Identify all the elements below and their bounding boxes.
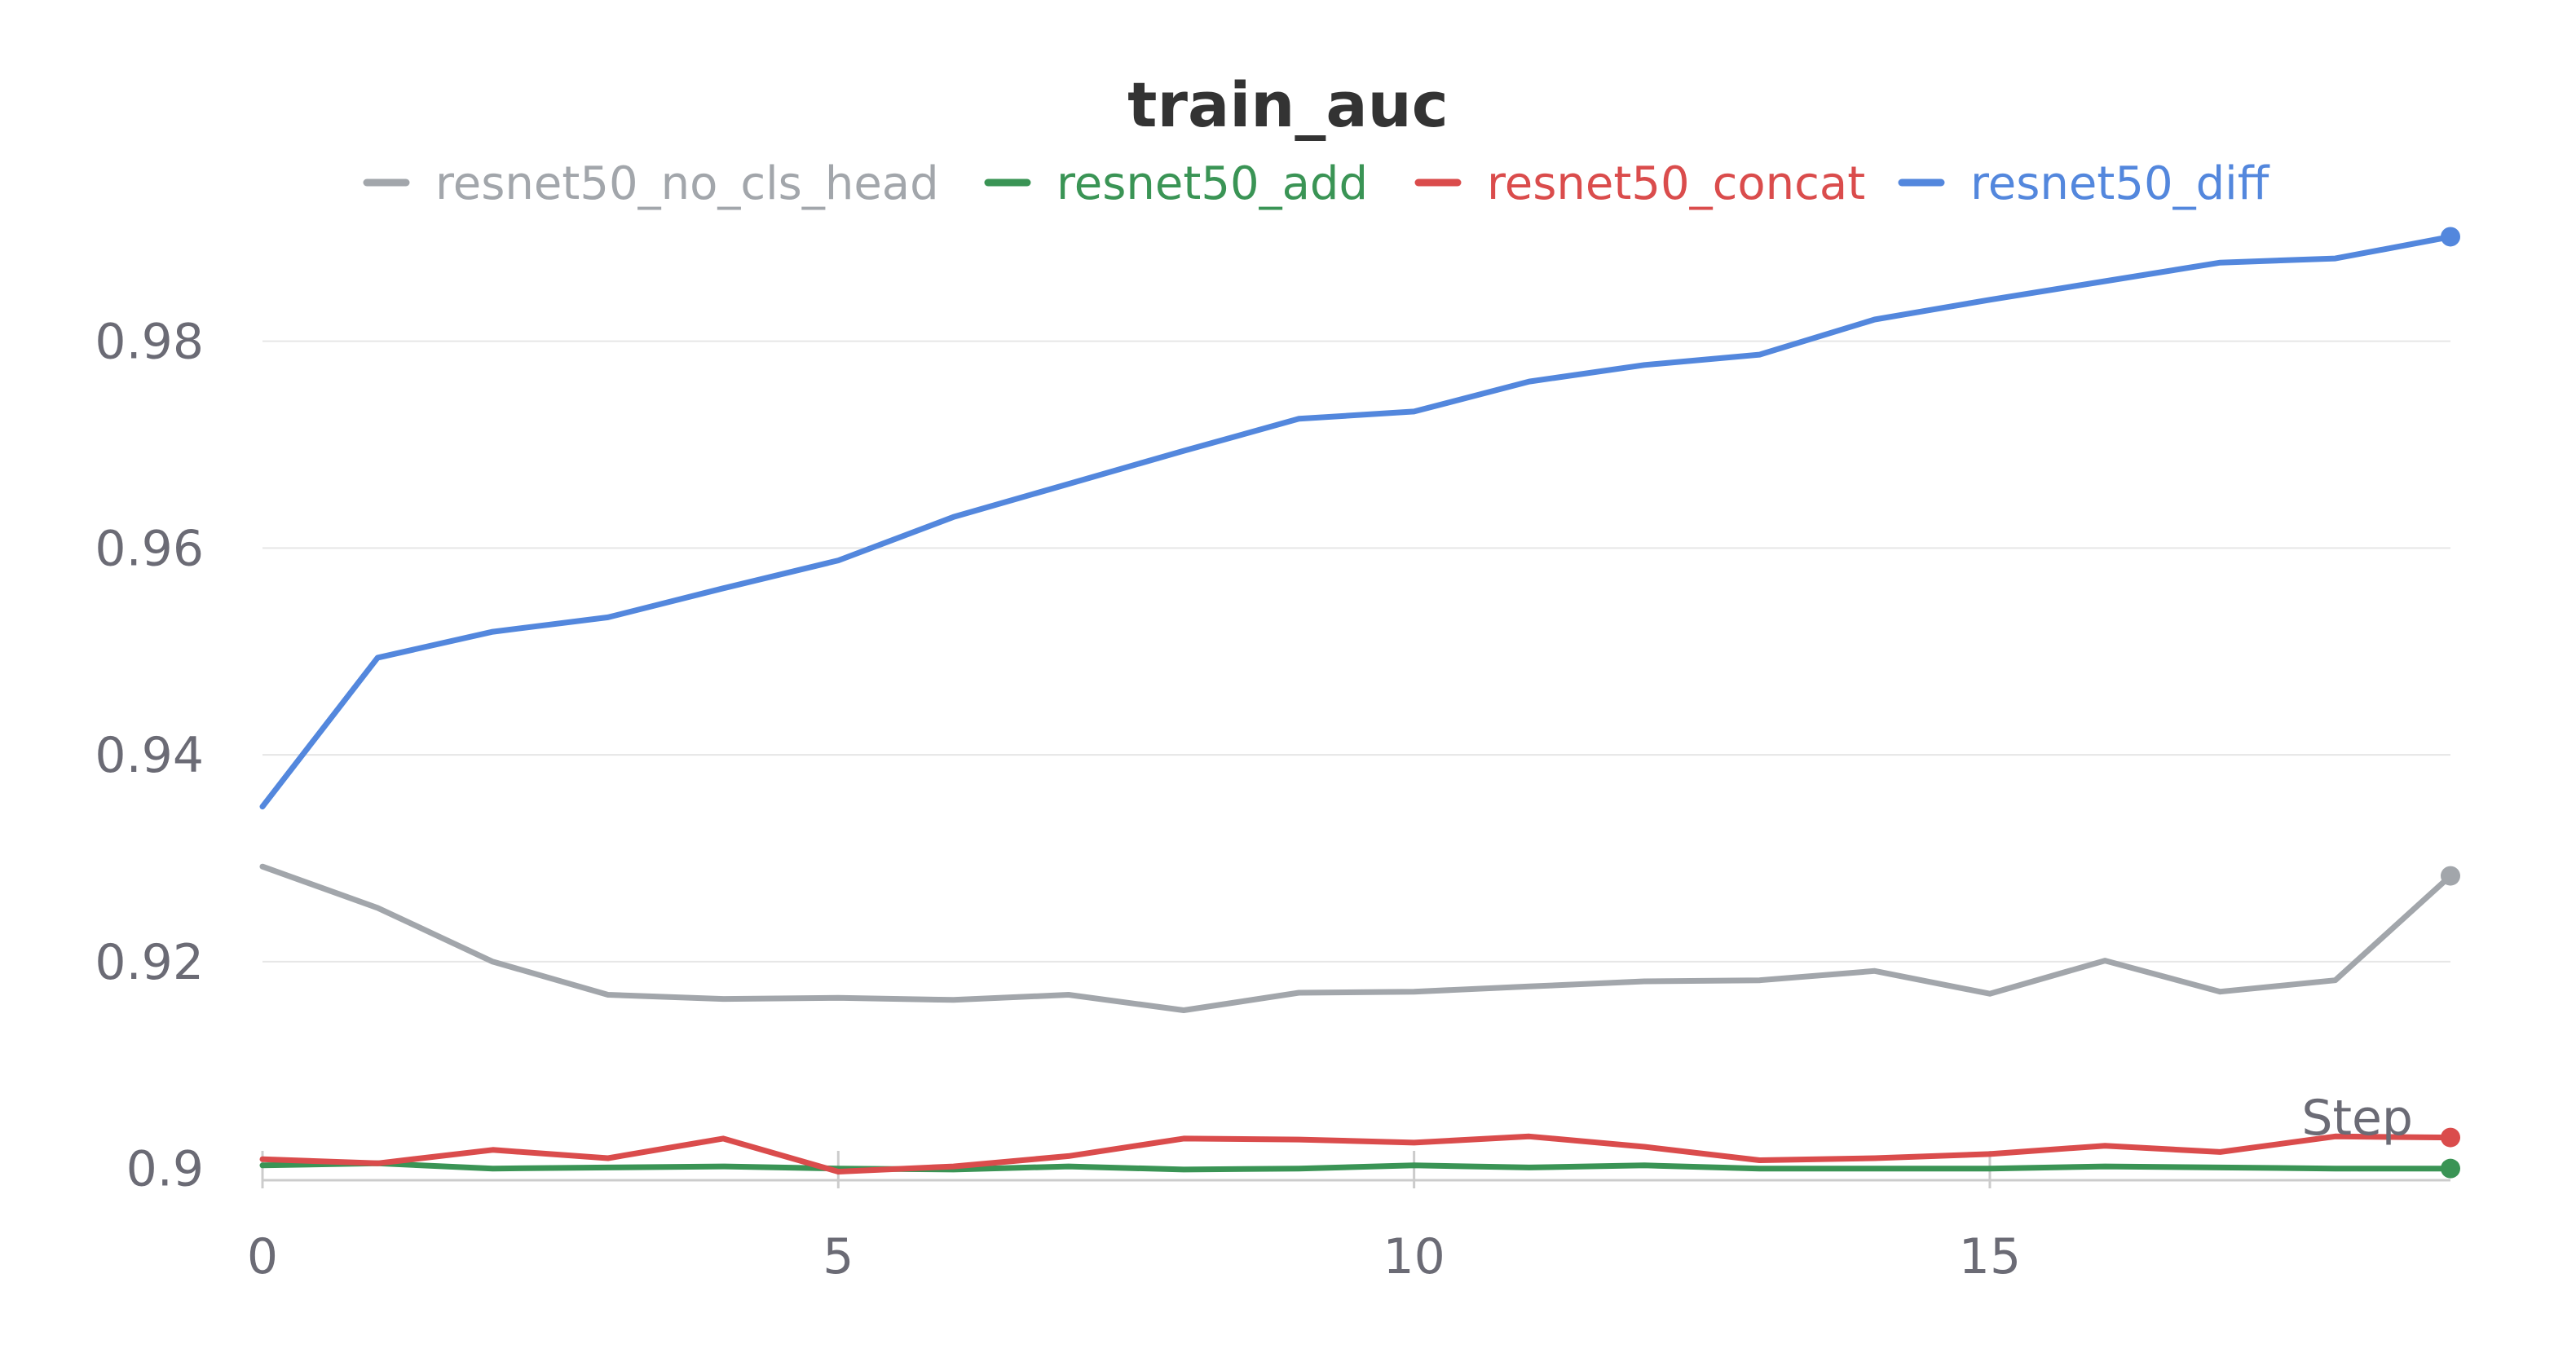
legend-item-resnet50_no_cls_head[interactable]: resnet50_no_cls_head (363, 157, 939, 210)
x-axis: 0 5 10 15 (247, 1151, 2450, 1285)
y-tick-label: 0.96 (95, 520, 204, 577)
legend-label: resnet50_concat (1487, 157, 1865, 210)
series-endpoint-resnet50_add (2441, 1158, 2460, 1179)
legend-item-resnet50_concat[interactable]: resnet50_concat (1414, 157, 1865, 210)
legend-label: resnet50_diff (1970, 157, 2270, 210)
legend-label: resnet50_no_cls_head (435, 157, 939, 210)
legend-item-resnet50_diff[interactable]: resnet50_diff (1898, 157, 2270, 210)
series-line-resnet50_diff (259, 234, 2454, 810)
series-endpoints (2441, 227, 2460, 1179)
series-line-resnet50_concat (259, 1133, 2454, 1175)
series-line-resnet50_no_cls_head (259, 863, 2454, 1013)
y-tick-label: 0.9 (126, 1141, 204, 1198)
y-tick-label: 0.92 (95, 934, 204, 991)
x-tick-label: 10 (1383, 1228, 1445, 1285)
x-axis-label: Step (2301, 1090, 2413, 1147)
series-endpoint-resnet50_concat (2441, 1127, 2460, 1148)
chart-title: train_auc (1127, 68, 1449, 141)
y-axis: 0.9 0.92 0.94 0.96 0.98 (95, 314, 204, 1198)
x-tick-label: 0 (247, 1228, 278, 1285)
legend-label: resnet50_add (1056, 157, 1368, 210)
x-tick-label: 5 (823, 1228, 854, 1285)
x-tick-label: 15 (1959, 1228, 2021, 1285)
legend-item-resnet50_add[interactable]: resnet50_add (984, 157, 1368, 210)
y-tick-label: 0.98 (95, 314, 204, 371)
series-lines (259, 234, 2454, 1175)
legend: resnet50_no_cls_head resnet50_add resnet50… (363, 157, 2270, 210)
series-endpoint-resnet50_diff (2441, 227, 2460, 247)
series-line-resnet50_add (259, 1160, 2454, 1173)
grid (262, 340, 2450, 963)
y-tick-label: 0.94 (95, 727, 204, 784)
series-endpoint-resnet50_no_cls_head (2441, 866, 2460, 886)
